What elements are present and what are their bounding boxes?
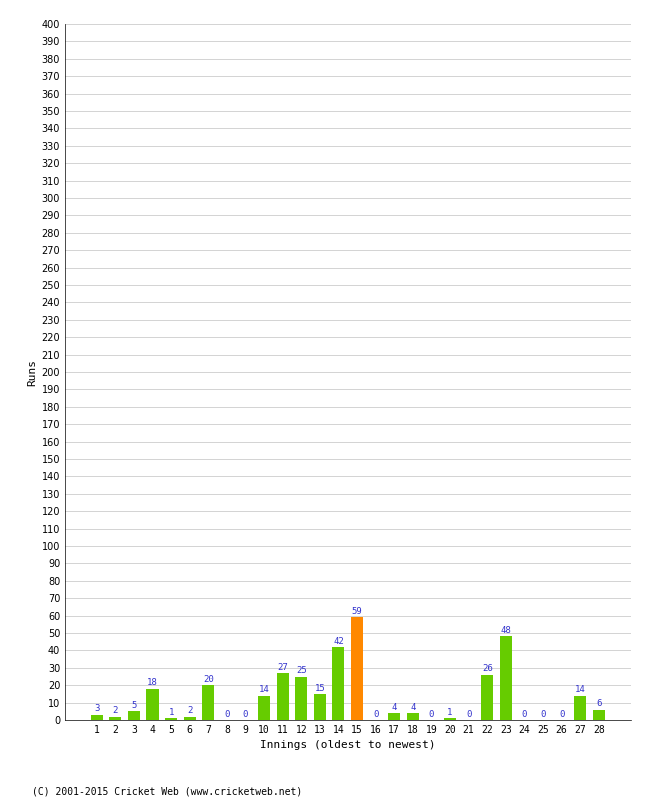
Bar: [146, 689, 159, 720]
Text: 0: 0: [373, 710, 378, 718]
Text: 0: 0: [224, 710, 229, 718]
Text: 2: 2: [112, 706, 118, 715]
Text: 42: 42: [333, 637, 344, 646]
Text: 0: 0: [540, 710, 545, 718]
Text: 4: 4: [410, 702, 415, 712]
Text: (C) 2001-2015 Cricket Web (www.cricketweb.net): (C) 2001-2015 Cricket Web (www.cricketwe…: [32, 786, 303, 796]
Bar: [165, 718, 177, 720]
Bar: [91, 714, 103, 720]
Text: 48: 48: [500, 626, 511, 635]
X-axis label: Innings (oldest to newest): Innings (oldest to newest): [260, 741, 436, 750]
Text: 59: 59: [352, 607, 363, 616]
Text: 26: 26: [482, 664, 493, 674]
Text: 20: 20: [203, 675, 214, 684]
Text: 4: 4: [391, 702, 397, 712]
Text: 0: 0: [522, 710, 527, 718]
Text: 14: 14: [575, 686, 586, 694]
Bar: [388, 713, 400, 720]
Text: 0: 0: [559, 710, 564, 718]
Text: 1: 1: [447, 708, 452, 717]
Bar: [332, 647, 345, 720]
Bar: [128, 711, 140, 720]
Bar: [500, 637, 512, 720]
Text: 0: 0: [243, 710, 248, 718]
Text: 0: 0: [466, 710, 471, 718]
Bar: [109, 717, 122, 720]
Bar: [184, 717, 196, 720]
Bar: [295, 677, 307, 720]
Bar: [258, 696, 270, 720]
Bar: [351, 618, 363, 720]
Text: 2: 2: [187, 706, 192, 715]
Bar: [444, 718, 456, 720]
Y-axis label: Runs: Runs: [27, 358, 37, 386]
Bar: [407, 713, 419, 720]
Text: 27: 27: [278, 662, 288, 672]
Text: 3: 3: [94, 704, 99, 714]
Text: 6: 6: [596, 699, 601, 708]
Bar: [574, 696, 586, 720]
Bar: [593, 710, 605, 720]
Bar: [481, 674, 493, 720]
Text: 18: 18: [147, 678, 158, 687]
Text: 0: 0: [429, 710, 434, 718]
Text: 15: 15: [315, 683, 325, 693]
Text: 5: 5: [131, 701, 136, 710]
Bar: [314, 694, 326, 720]
Text: 25: 25: [296, 666, 307, 675]
Text: 1: 1: [168, 708, 174, 717]
Bar: [277, 673, 289, 720]
Bar: [202, 685, 215, 720]
Text: 14: 14: [259, 686, 270, 694]
